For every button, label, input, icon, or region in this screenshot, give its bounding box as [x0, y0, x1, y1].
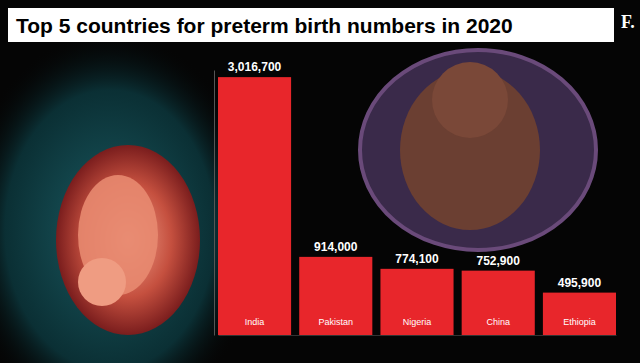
title-box [8, 8, 614, 42]
data-label: 914,000 [314, 240, 358, 254]
bar [543, 293, 616, 335]
tick: Ethiopia [563, 317, 596, 327]
womb [56, 145, 200, 335]
tick-label: China [486, 317, 510, 327]
illustration [0, 30, 596, 363]
bar [380, 269, 453, 335]
data-label: 774,100 [395, 252, 439, 266]
fetus-left-head [78, 258, 126, 306]
tick: China [486, 317, 510, 327]
tick-label: Nigeria [403, 317, 432, 327]
bars [218, 77, 616, 335]
tick: Nigeria [403, 317, 432, 327]
chart: Top 5 countries for preterm birth number… [0, 0, 640, 363]
y-axis-line [214, 71, 215, 336]
data-label: 495,900 [558, 276, 602, 290]
fetus-right-sac [360, 50, 596, 250]
tick-label: India [245, 317, 265, 327]
tick-label: Ethiopia [563, 317, 596, 327]
logo: F. [621, 12, 635, 32]
bar [218, 77, 291, 335]
data-label: 3,016,700 [228, 60, 282, 74]
bar [462, 271, 535, 335]
y-axis [214, 71, 215, 336]
tick: Pakistan [319, 317, 354, 327]
tick-label: Pakistan [319, 317, 354, 327]
fetus-right-head [432, 62, 508, 138]
x-axis-line [219, 335, 617, 336]
bar [299, 257, 372, 335]
data-labels: 3,016,700 914,000 774,100 752,900 495,900 [228, 60, 602, 289]
tick: India [245, 317, 265, 327]
data-label: 752,900 [477, 254, 521, 268]
x-axis: India Pakistan Nigeria China Ethiopia [219, 317, 617, 336]
title: Top 5 countries for preterm birth number… [16, 14, 513, 37]
